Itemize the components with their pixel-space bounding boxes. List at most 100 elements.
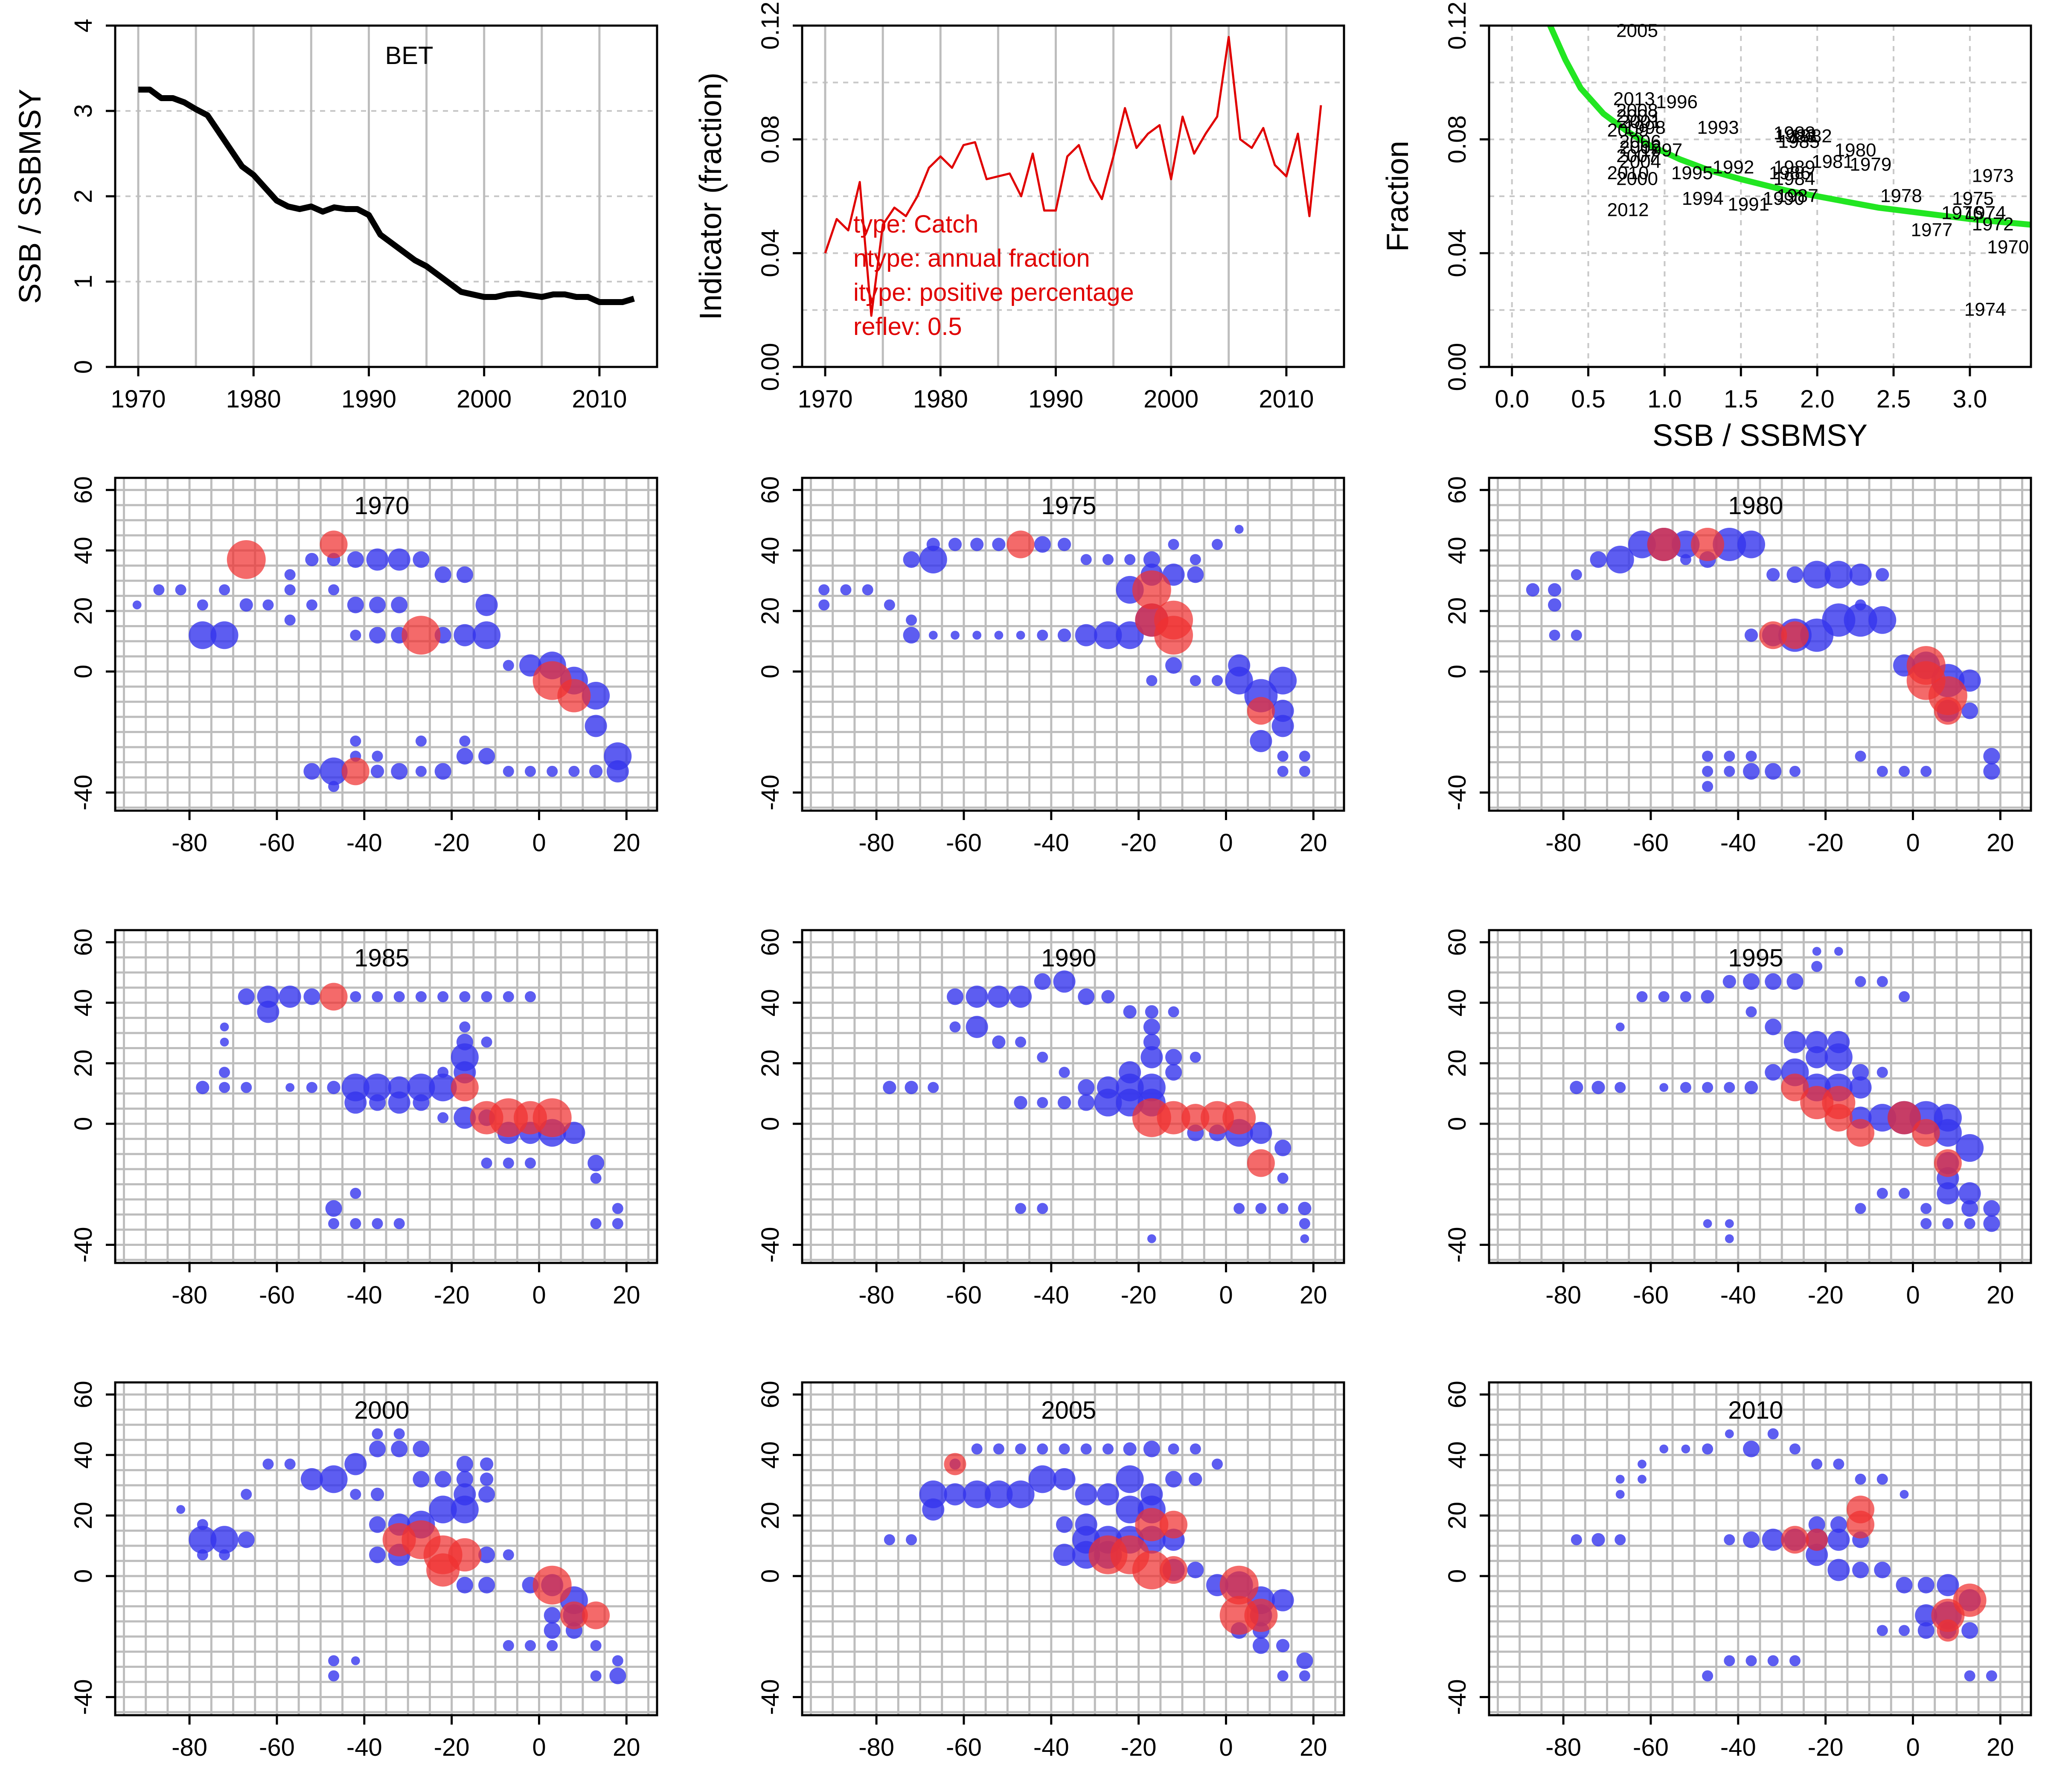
blue-bubble <box>903 551 920 568</box>
blue-bubble <box>1165 1064 1182 1081</box>
blue-bubble <box>1849 1076 1872 1099</box>
y-axis-label: SSB / SSBMSY <box>13 89 47 304</box>
blue-bubble <box>612 1203 623 1214</box>
blue-bubble <box>524 1640 536 1651</box>
x-tick-label: -40 <box>346 1734 382 1761</box>
blue-bubble <box>944 1483 966 1506</box>
blue-bubble <box>220 1037 229 1047</box>
y-tick-label: 20 <box>1443 1502 1471 1530</box>
blue-bubble <box>1812 947 1821 956</box>
blue-bubble <box>303 988 320 1005</box>
blue-bubble <box>1059 1067 1070 1078</box>
y-tick-label: 60 <box>756 476 784 504</box>
blue-bubble <box>1743 973 1760 990</box>
blue-bubble <box>1744 1081 1758 1094</box>
blue-bubble <box>239 598 253 612</box>
blue-bubble <box>1075 1483 1097 1506</box>
x-tick-label: 0 <box>532 1281 546 1309</box>
blue-bubble <box>1123 1005 1137 1019</box>
panel-year-title: 1990 <box>1041 944 1096 972</box>
blue-bubble <box>1014 1096 1027 1109</box>
blue-bubble <box>1767 1428 1779 1440</box>
blue-bubble <box>1724 1534 1735 1545</box>
blue-bubble <box>1097 1483 1119 1506</box>
y-tick-label: 20 <box>1443 597 1471 625</box>
blue-bubble <box>1123 1442 1137 1456</box>
red-bubble <box>1222 1101 1256 1135</box>
y-tick-label: 40 <box>70 1441 97 1469</box>
blue-bubble <box>305 553 319 567</box>
x-tick-label: -80 <box>172 1281 207 1309</box>
blue-bubble <box>862 584 873 596</box>
blue-bubble <box>1961 1622 1978 1639</box>
y-tick-label: 0 <box>1443 1117 1471 1131</box>
blue-bubble <box>1059 1443 1070 1455</box>
blue-bubble <box>992 538 1006 551</box>
y-tick-label: 0.00 <box>756 343 784 391</box>
blue-bubble <box>456 1577 473 1594</box>
bubble-map-1980: -80 -60 -40 -20 0 20 -40 0 20 40 60 1980 <box>1443 476 2032 857</box>
blue-bubble <box>1190 1443 1201 1455</box>
blue-bubble <box>1876 1187 1888 1199</box>
blue-bubble <box>972 631 982 640</box>
x-tick-label: 0 <box>1219 1281 1233 1309</box>
year-point-label: 2010 <box>1607 163 1649 183</box>
blue-bubble <box>590 1670 602 1681</box>
y-tick-label: 40 <box>1443 1441 1471 1469</box>
blue-bubble <box>459 735 471 747</box>
blue-bubble <box>1745 751 1757 762</box>
blue-bubble <box>415 765 427 777</box>
blue-bubble <box>320 1465 348 1493</box>
x-tick-label: -40 <box>346 829 382 857</box>
blue-bubble <box>1659 1083 1669 1092</box>
x-tick-label: -20 <box>1121 1281 1157 1309</box>
blue-bubble <box>1299 751 1310 762</box>
blue-bubble <box>327 1081 340 1094</box>
blue-bubble <box>328 1655 340 1667</box>
blue-bubble <box>544 1607 561 1624</box>
y-tick-label: 0.04 <box>756 229 784 277</box>
blue-bubble <box>407 1073 435 1102</box>
blue-bubble <box>1165 657 1182 674</box>
blue-bubble <box>372 991 383 1002</box>
y-tick-label: 20 <box>1443 1050 1471 1077</box>
x-tick-label: -60 <box>1633 1281 1669 1309</box>
blue-bubble <box>1766 568 1780 582</box>
x-tick-label: 1980 <box>226 385 281 413</box>
red-bubble <box>227 540 266 579</box>
blue-bubble <box>1702 751 1713 762</box>
blue-bubble <box>1658 991 1670 1002</box>
bubble-map-1995: -80 -60 -40 -20 0 20 -40 0 20 40 60 1995 <box>1443 928 2032 1309</box>
blue-bubble <box>1570 1081 1583 1094</box>
blue-bubble <box>1211 1458 1223 1470</box>
blue-bubble <box>1189 1472 1202 1486</box>
plot-frame <box>801 477 1345 812</box>
blue-bubble <box>434 566 451 583</box>
y-axis-label: Indicator (fraction) <box>694 73 728 320</box>
blue-bubble <box>503 991 514 1002</box>
blue-bubble <box>1762 1528 1784 1551</box>
x-tick-label: 20 <box>1987 1734 2014 1761</box>
blue-bubble <box>344 1091 367 1114</box>
blue-bubble <box>1116 621 1144 649</box>
blue-bubble <box>1591 1533 1605 1547</box>
year-point-label: 1991 <box>1728 194 1769 215</box>
year-point-label: 1989 <box>1774 157 1815 178</box>
y-tick-label: 40 <box>756 989 784 1017</box>
blue-bubble <box>1827 1528 1850 1551</box>
blue-bubble <box>1143 1018 1160 1036</box>
x-tick-label: 20 <box>613 1734 640 1761</box>
blue-bubble <box>1015 1443 1027 1455</box>
blue-bubble <box>1571 629 1582 641</box>
blue-bubble <box>1849 563 1872 586</box>
blue-bubble <box>1168 1006 1179 1018</box>
blue-bubble <box>350 1187 361 1199</box>
blue-bubble <box>306 1082 317 1093</box>
x-tick-label: -20 <box>1121 829 1157 857</box>
bubble-map-1970: -80 -60 -40 -20 0 20 -40 0 20 40 60 1970 <box>70 476 658 857</box>
year-point-label: 1997 <box>1641 140 1682 161</box>
x-tick-label: -20 <box>434 1281 470 1309</box>
red-bubble <box>1244 1599 1278 1632</box>
bubble-map-1985: -80 -60 -40 -20 0 20 -40 0 20 40 60 1985 <box>70 928 658 1309</box>
